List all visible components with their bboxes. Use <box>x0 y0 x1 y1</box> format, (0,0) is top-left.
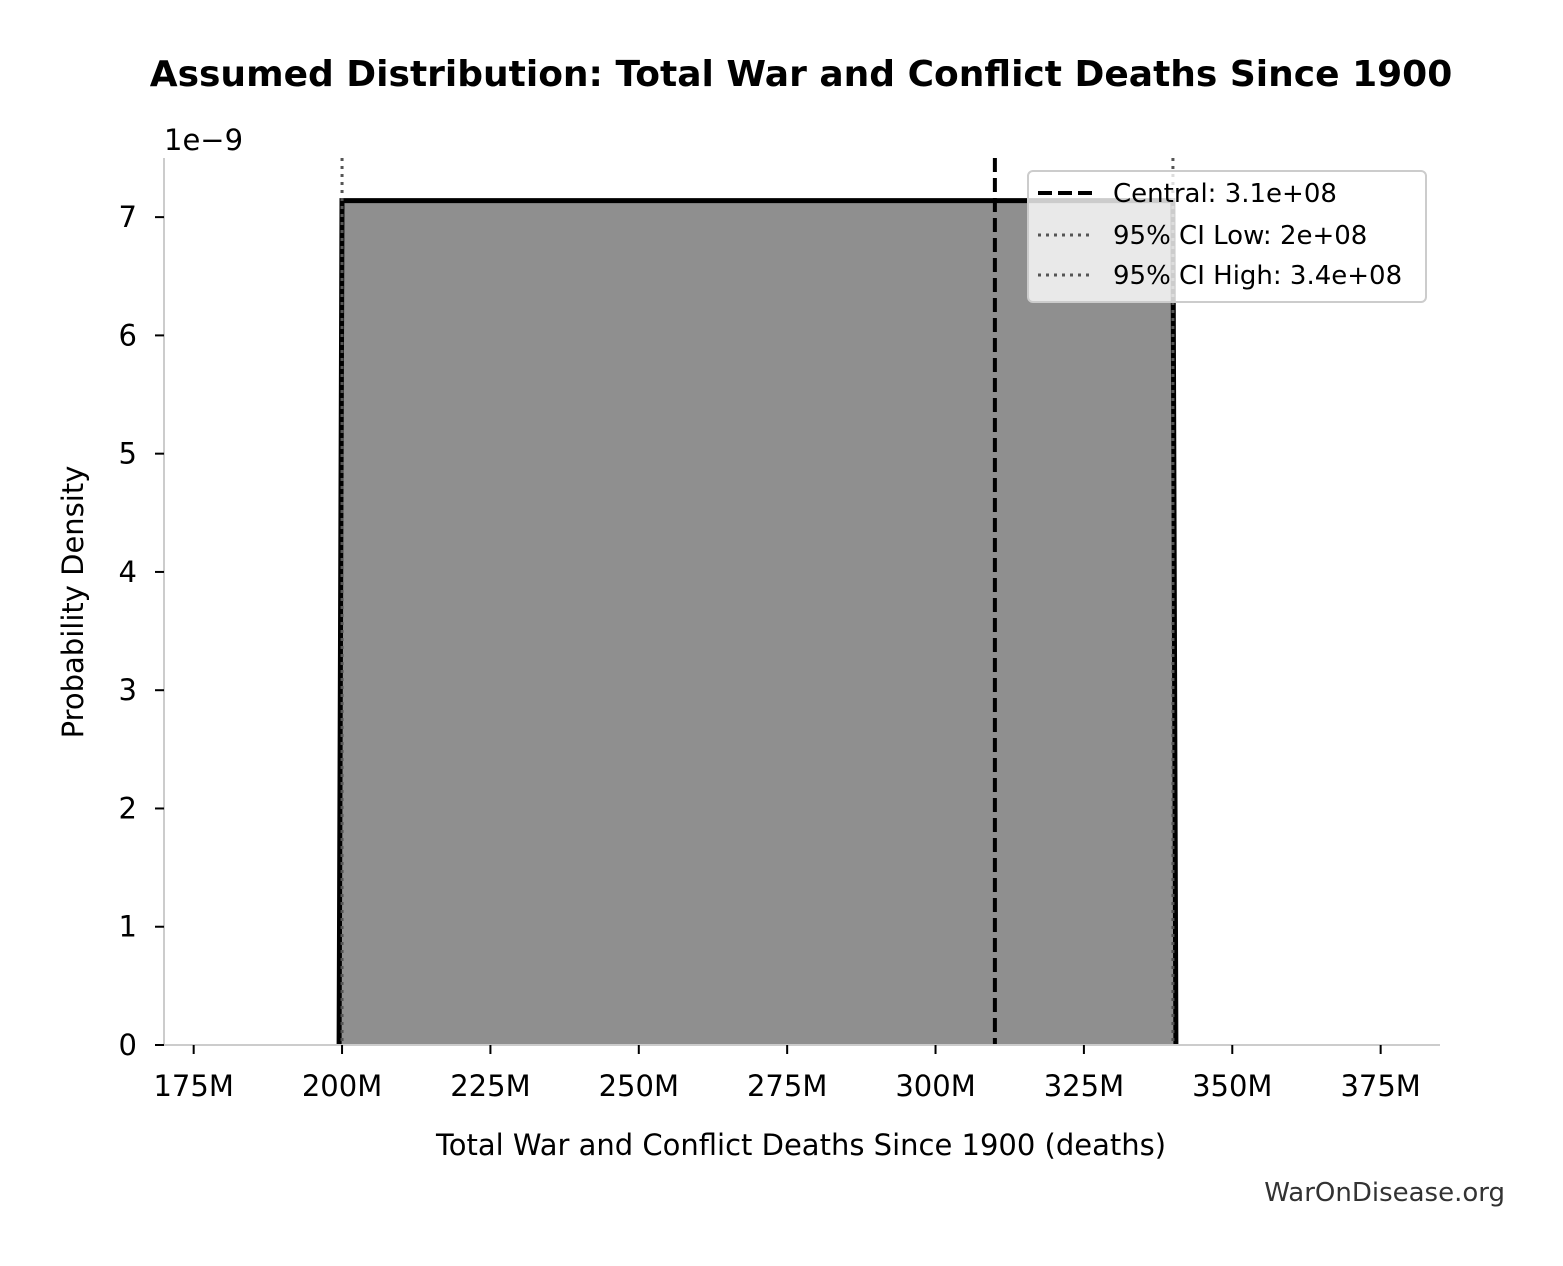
chart-title: Assumed Distribution: Total War and Conf… <box>150 54 1453 95</box>
density-fill-0 <box>339 200 1176 1046</box>
x-tick-label: 350M <box>1192 1069 1272 1103</box>
y-axis-label: Probability Density <box>56 466 90 739</box>
credit-text: WarOnDisease.org <box>1264 1178 1505 1208</box>
x-axis-label: Total War and Conflict Deaths Since 1900… <box>435 1128 1166 1162</box>
y-tick-label: 6 <box>119 318 137 352</box>
x-tick-label: 325M <box>1044 1069 1124 1103</box>
y-tick-label: 7 <box>119 200 137 234</box>
legend-ci-low-label: 95% CI Low: 2e+08 <box>1113 221 1367 251</box>
x-tick-label: 175M <box>153 1069 233 1103</box>
legend-central-label: Central: 3.1e+08 <box>1113 179 1337 209</box>
y-tick-label: 2 <box>119 791 137 825</box>
x-tick-label: 300M <box>895 1069 975 1103</box>
legend-ci-high-label: 95% CI High: 3.4e+08 <box>1113 261 1402 291</box>
x-tick-label: 275M <box>747 1069 827 1103</box>
legend: Central: 3.1e+08 95% CI Low: 2e+08 95% C… <box>1027 170 1427 303</box>
x-tick-label: 200M <box>302 1069 382 1103</box>
legend-box <box>1027 170 1427 303</box>
axes <box>163 158 1440 1046</box>
y-tick-label: 5 <box>119 437 137 471</box>
x-tick-label: 225M <box>450 1069 530 1103</box>
y-offset-label: 1e−9 <box>164 123 243 157</box>
x-tick-label: 375M <box>1340 1069 1420 1103</box>
x-tick-label: 250M <box>599 1069 679 1103</box>
y-tick-label: 4 <box>119 555 137 589</box>
y-tick-label: 0 <box>119 1028 137 1062</box>
y-tick-label: 3 <box>119 673 137 707</box>
y-axis-ticks: 0 1 2 3 4 5 6 7 <box>119 200 164 1062</box>
x-axis-ticks: 175M 200M 225M 250M 275M 300M 325M 350M 375M <box>153 1045 1421 1103</box>
y-tick-label: 1 <box>119 910 137 944</box>
